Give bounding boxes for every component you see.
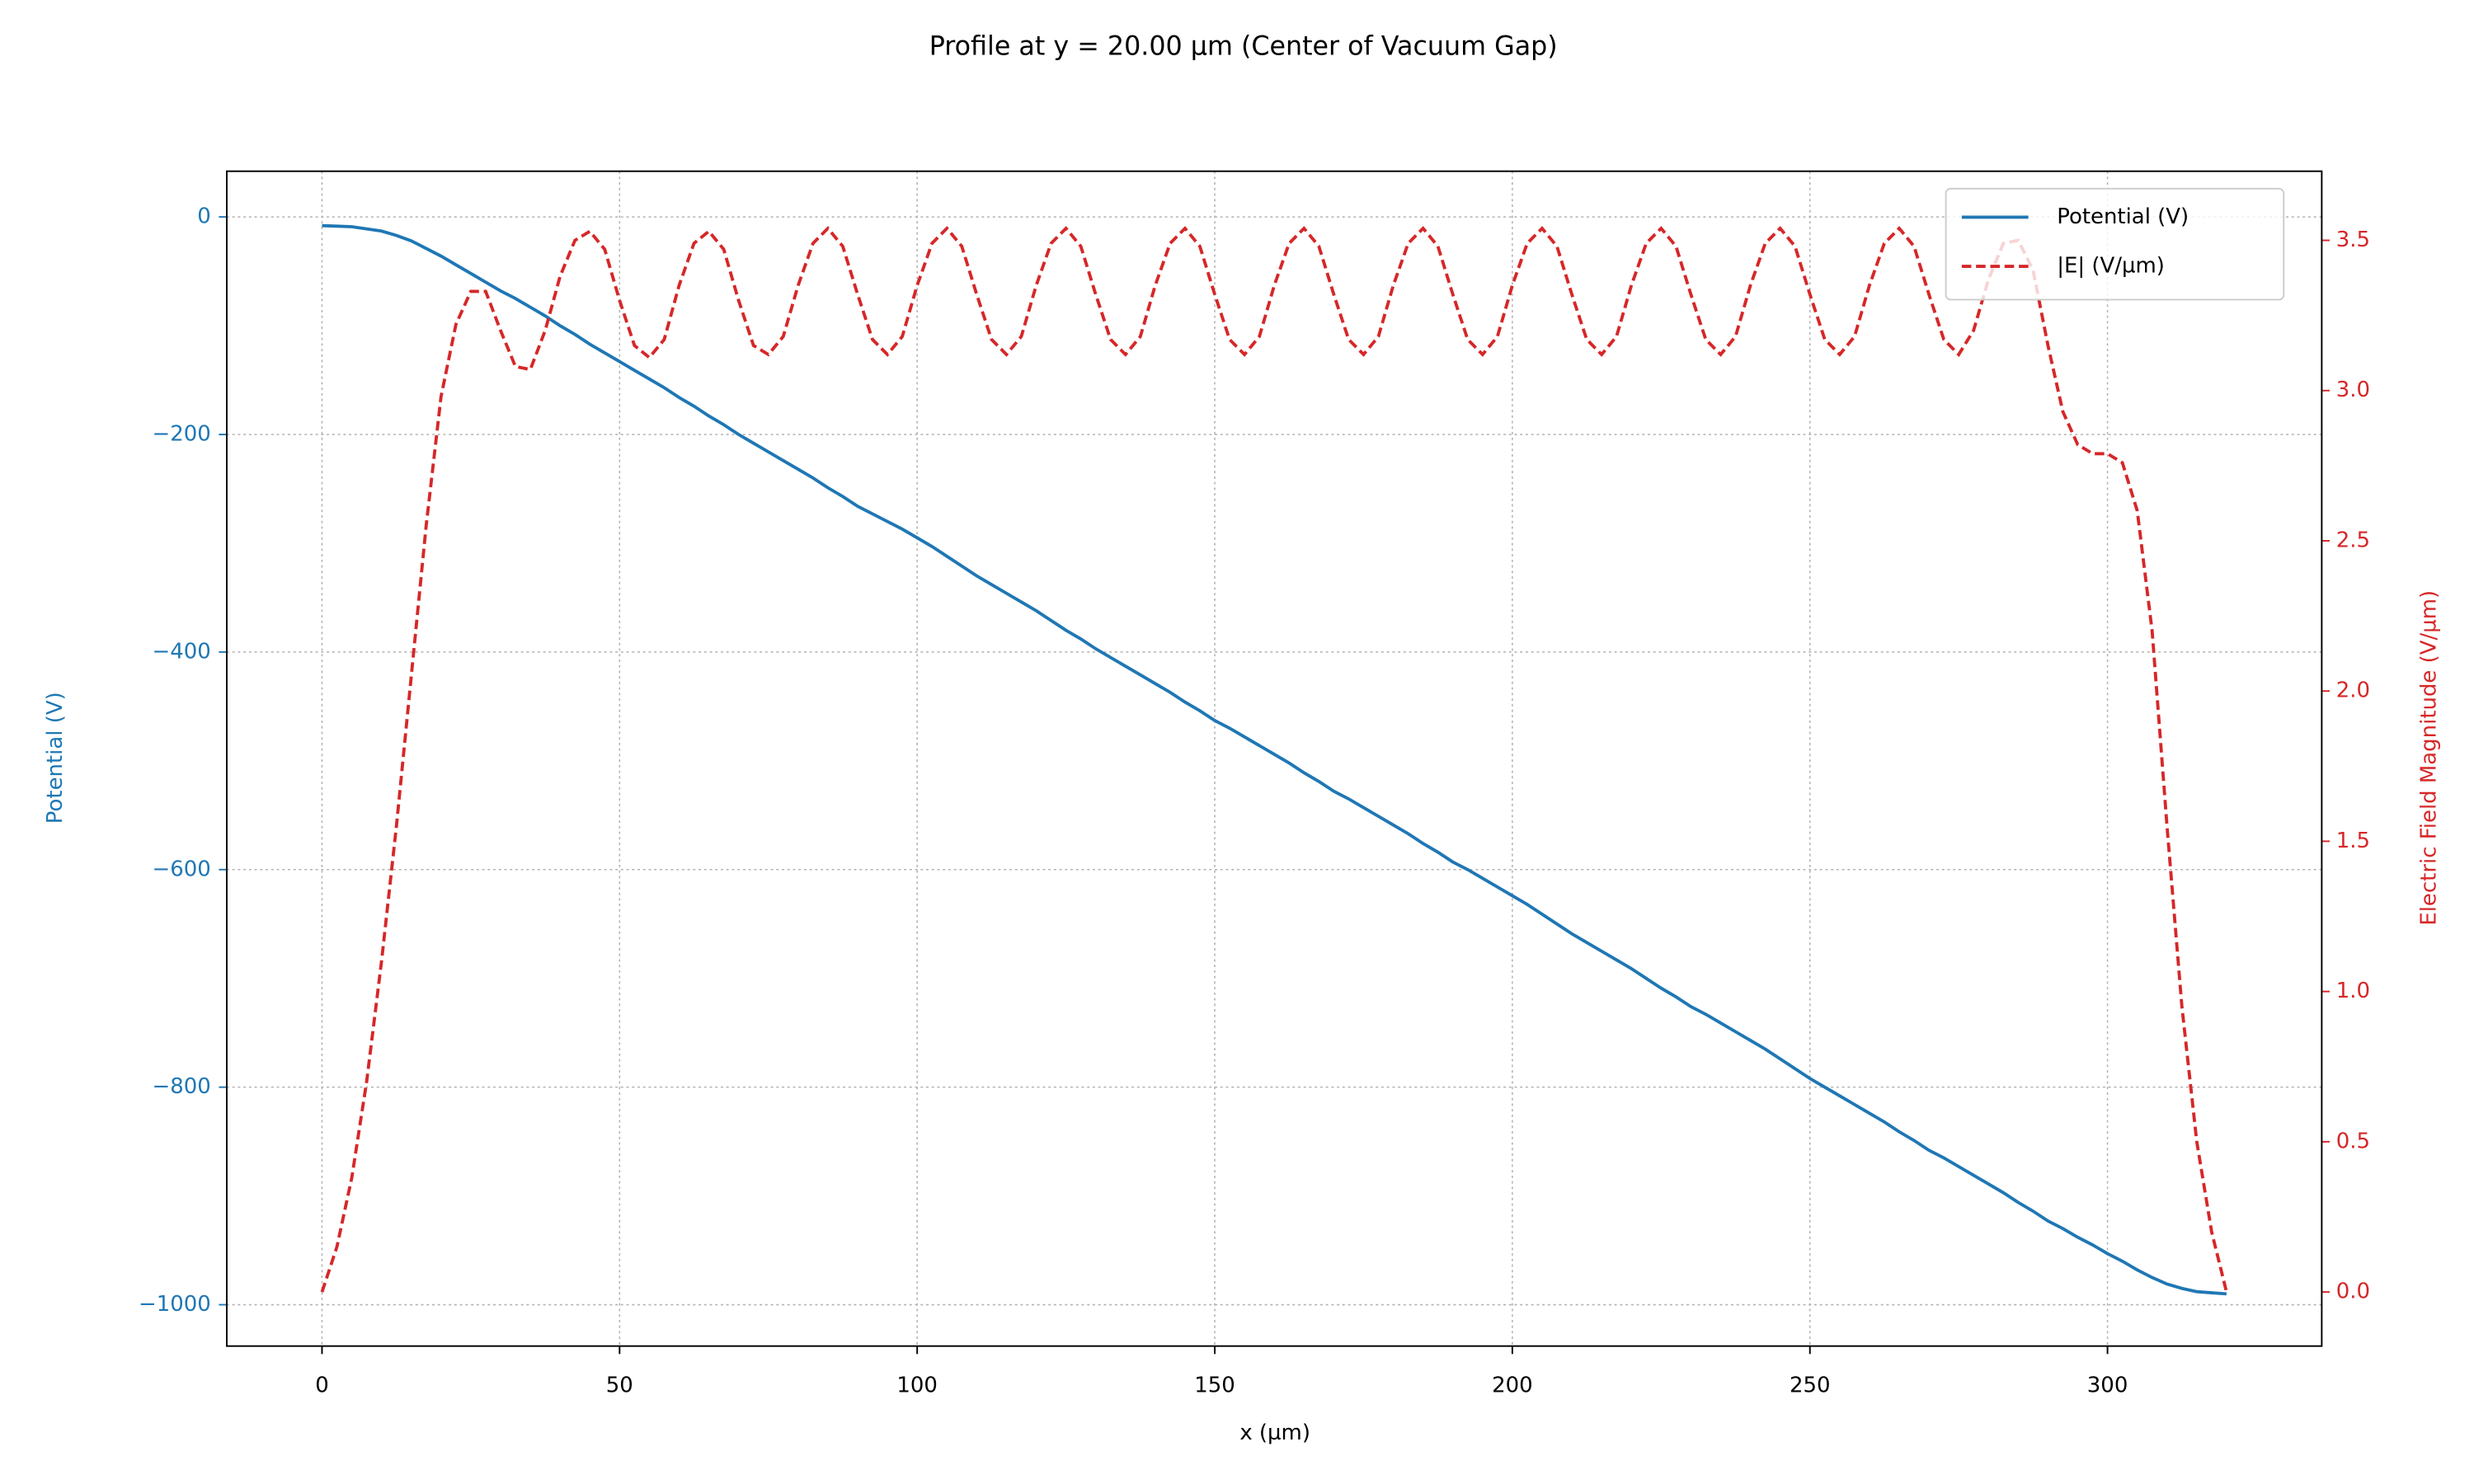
y2-tick-label: 0.5 <box>2336 1129 2370 1153</box>
chart-title: Profile at y = 20.00 µm (Center of Vacuu… <box>929 32 1558 62</box>
legend-label: Potential (V) <box>2057 204 2189 229</box>
legend-box <box>1945 187 2285 301</box>
y2-tick-label: 0.0 <box>2336 1280 2370 1304</box>
x-tick-label: 100 <box>896 1373 938 1397</box>
y-tick-label: −1000 <box>139 1292 211 1317</box>
data-line <box>320 226 2228 1293</box>
y-tick-label: 0 <box>197 204 211 229</box>
y-tick-label: −800 <box>152 1074 210 1099</box>
y-tick-label: −400 <box>152 639 210 664</box>
y2-tick-label: 3.0 <box>2336 378 2370 402</box>
x-tick-label: 250 <box>1790 1373 1831 1397</box>
x-tick-label: 0 <box>315 1373 329 1397</box>
y2-tick-label: 3.5 <box>2336 228 2370 252</box>
y2-tick-label: 1.0 <box>2336 979 2370 1003</box>
y2-tick-label: 1.5 <box>2336 829 2370 853</box>
y2-tick-label: 2.0 <box>2336 679 2370 703</box>
plot-frame <box>226 170 2323 1347</box>
legend-label: |E| (V/µm) <box>2057 254 2165 279</box>
y2-tick-label: 2.5 <box>2336 528 2370 552</box>
y-tick-label: −600 <box>152 857 210 881</box>
y-axis-label: Potential (V) <box>43 692 68 824</box>
y2-axis-label: Electric Field Magnitude (V/µm) <box>2417 590 2442 926</box>
x-tick-label: 150 <box>1194 1373 1235 1397</box>
x-tick-label: 200 <box>1492 1373 1533 1397</box>
x-tick-label: 300 <box>2087 1373 2128 1397</box>
x-tick-label: 50 <box>606 1373 633 1397</box>
y-tick-label: −200 <box>152 421 210 446</box>
x-axis-label: x (µm) <box>1239 1421 1310 1445</box>
data-line <box>322 223 2227 1296</box>
